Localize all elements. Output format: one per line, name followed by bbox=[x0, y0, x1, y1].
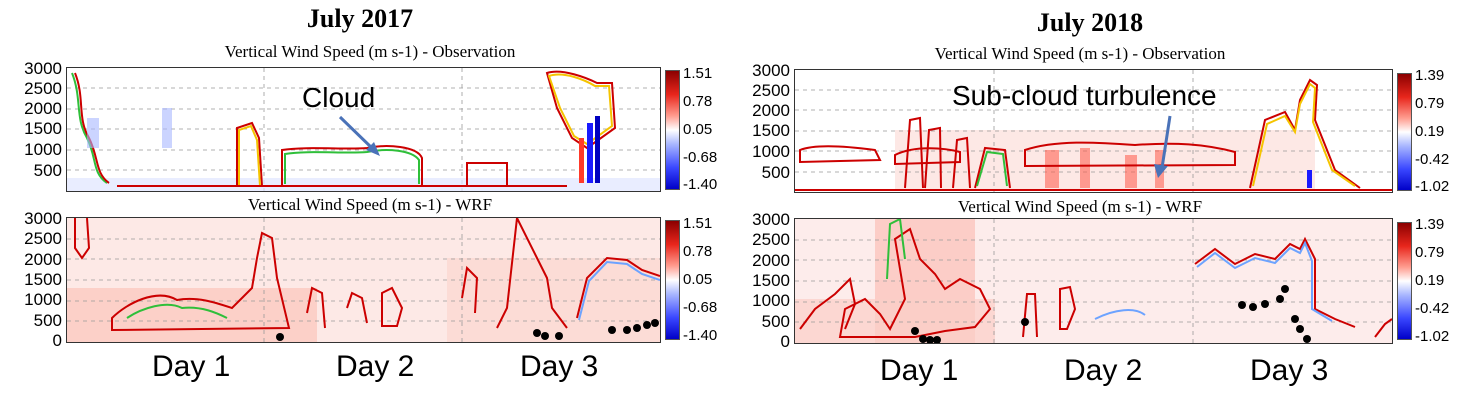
ytick: 500 bbox=[761, 312, 790, 331]
wrf-subtitle-2018: Vertical Wind Speed (m s-1) - WRF bbox=[957, 197, 1203, 216]
ytick: 1500 bbox=[752, 121, 790, 140]
ytick: 3000 bbox=[752, 210, 790, 229]
ytick: 2000 bbox=[752, 101, 790, 120]
ytick: 2500 bbox=[24, 79, 62, 98]
ytick: 500 bbox=[33, 311, 62, 330]
ytick: 1000 bbox=[24, 140, 62, 159]
ctick: 0.05 bbox=[683, 271, 713, 288]
ytick: 1500 bbox=[24, 119, 62, 138]
ctick: 0.19 bbox=[1415, 272, 1445, 289]
annotation-sub-cloud-turbulence: Sub-cloud turbulence bbox=[952, 80, 1217, 111]
heatmap-obs-2017 bbox=[66, 67, 661, 192]
x-label-day2-2017: Day 2 bbox=[336, 350, 415, 383]
annotation-arrow-cloud bbox=[338, 115, 380, 156]
ytick: 1000 bbox=[752, 142, 790, 161]
ctick: -0.42 bbox=[1415, 151, 1450, 168]
wrf-subtitle-2017: Vertical Wind Speed (m s-1) - WRF bbox=[247, 195, 493, 214]
ctick: -1.40 bbox=[683, 327, 718, 344]
heatmap-wrf-2017 bbox=[66, 217, 661, 343]
ctick: 1.51 bbox=[683, 215, 713, 232]
x-label-day3-2018: Day 3 bbox=[1250, 354, 1329, 387]
ytick: 0 bbox=[52, 331, 62, 350]
colorbar-wrf-2018 bbox=[1397, 222, 1412, 340]
x-label-day3-2017: Day 3 bbox=[520, 350, 599, 383]
ytick: 2000 bbox=[24, 250, 62, 269]
heatmap-wrf-2018 bbox=[794, 218, 1393, 344]
ctick: 0.78 bbox=[683, 243, 713, 260]
ytick: 2500 bbox=[24, 229, 62, 248]
ctick: 1.39 bbox=[1415, 216, 1445, 233]
ctick: 0.79 bbox=[1415, 244, 1445, 261]
ytick: 500 bbox=[761, 163, 790, 182]
obs-subtitle-2017: Vertical Wind Speed (m s-1) - Observatio… bbox=[224, 42, 516, 61]
ytick: 3000 bbox=[752, 61, 790, 80]
ctick: -0.42 bbox=[1415, 300, 1450, 317]
ytick: 1500 bbox=[24, 270, 62, 289]
ytick: 2000 bbox=[24, 99, 62, 118]
ytick: 0 bbox=[780, 332, 790, 351]
ytick: 2500 bbox=[752, 81, 790, 100]
ytick: 500 bbox=[33, 161, 62, 180]
x-label-day1-2018: Day 1 bbox=[880, 354, 959, 387]
colorbar-obs-2018 bbox=[1397, 73, 1412, 191]
ctick: -1.02 bbox=[1415, 328, 1450, 345]
colorbar-wrf-2017 bbox=[665, 220, 680, 340]
ytick: 3000 bbox=[24, 59, 62, 78]
ytick: 1000 bbox=[24, 290, 62, 309]
chart-title-2018: July 2018 bbox=[1036, 8, 1144, 37]
ctick: -1.02 bbox=[1415, 178, 1450, 195]
ctick: 1.51 bbox=[683, 65, 713, 82]
chart-title-2017: July 2017 bbox=[306, 4, 414, 33]
ctick: -1.40 bbox=[683, 176, 718, 193]
ctick: 0.79 bbox=[1415, 95, 1445, 112]
ytick: 1000 bbox=[752, 291, 790, 310]
ytick: 1500 bbox=[752, 271, 790, 290]
ctick: 1.39 bbox=[1415, 67, 1445, 84]
ctick: 0.78 bbox=[683, 93, 713, 110]
annotation-arrow-turbulence bbox=[1154, 115, 1172, 178]
colorbar-obs-2017 bbox=[665, 70, 680, 190]
heatmap-obs-2018 bbox=[794, 69, 1393, 193]
ctick: -0.68 bbox=[683, 149, 718, 166]
x-label-day2-2018: Day 2 bbox=[1064, 354, 1143, 387]
ctick: -0.68 bbox=[683, 299, 718, 316]
ytick: 2000 bbox=[752, 251, 790, 270]
ctick: 0.05 bbox=[683, 121, 713, 138]
ytick: 3000 bbox=[24, 209, 62, 228]
obs-subtitle-2018: Vertical Wind Speed (m s-1) - Observatio… bbox=[934, 44, 1226, 63]
ctick: 0.19 bbox=[1415, 123, 1445, 140]
x-label-day1-2017: Day 1 bbox=[152, 350, 231, 383]
annotation-cloud: Cloud bbox=[302, 82, 376, 113]
ytick: 2500 bbox=[752, 230, 790, 249]
